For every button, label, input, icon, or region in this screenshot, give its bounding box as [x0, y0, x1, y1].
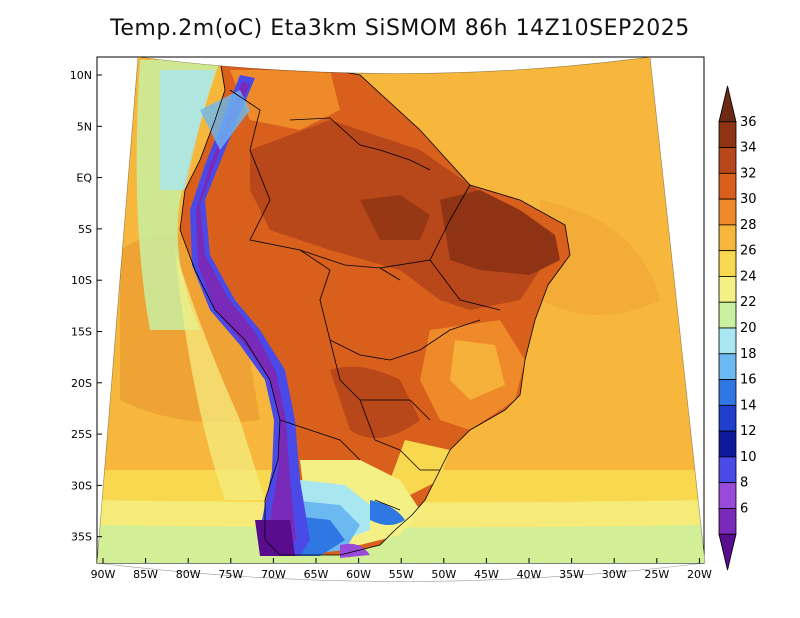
colorbar-swatch [718, 250, 737, 277]
lon-label: 35W [559, 568, 584, 581]
colorbar-label: 16 [740, 373, 757, 388]
lon-label: 80W [176, 568, 201, 581]
lat-label: 35S [71, 531, 92, 544]
colorbar-swatch [718, 430, 737, 458]
colorbar-swatch [718, 353, 737, 380]
colorbar-label: 32 [740, 166, 757, 181]
lat-label: 25S [71, 428, 92, 441]
colorbar-swatch [718, 327, 737, 355]
lon-label: 45W [474, 568, 499, 581]
colorbar-label: 12 [740, 424, 757, 439]
lat-label: 20S [71, 377, 92, 390]
lon-label: 20W [687, 568, 712, 581]
colorbar-label: 26 [740, 244, 757, 259]
lon-label: 50W [431, 568, 456, 581]
lon-label: 30W [602, 568, 627, 581]
map-title: Temp.2m(oC) Eta3km SiSMOM 86h 14Z10SEP20… [110, 16, 690, 41]
colorbar-label: 6 [740, 501, 748, 516]
colorbar-swatch [718, 276, 737, 303]
colorbar-swatch [718, 198, 737, 226]
longitude-axis: 90W 85W 80W 75W 70W 65W 60W 55W 50W 45W 40W 35W 30W 2… [91, 558, 712, 581]
colorbar-swatch [718, 85, 737, 123]
colorbar-label: 36 [740, 115, 757, 130]
latitude-axis: 10N 5N EQ 5S 10S 15S 20S 25S 30S 35S [70, 69, 102, 544]
colorbar-label: 28 [740, 218, 757, 233]
lon-label: 85W [133, 568, 158, 581]
colorbar-swatch [718, 508, 737, 535]
lon-label: 75W [218, 568, 243, 581]
lat-label: 10S [71, 274, 92, 287]
lat-label: EQ [76, 172, 92, 185]
lat-label: 5N [77, 120, 92, 133]
colorbar: 36 34 32 30 28 26 24 22 20 18 16 14 12 10 8 6 [718, 85, 757, 571]
colorbar-swatch [718, 147, 737, 174]
lon-label: 90W [91, 568, 116, 581]
colorbar-swatch [718, 533, 737, 571]
lat-label: 15S [71, 326, 92, 339]
colorbar-label: 22 [740, 295, 757, 310]
colorbar-swatch [718, 379, 737, 406]
colorbar-label: 14 [740, 398, 757, 413]
lon-label: 40W [517, 568, 542, 581]
colorbar-label: 34 [740, 141, 757, 156]
lon-label: 70W [261, 568, 286, 581]
colorbar-swatch [718, 121, 737, 148]
colorbar-label: 10 [740, 450, 757, 465]
colorbar-label: 20 [740, 321, 757, 336]
colorbar-swatch [718, 404, 737, 432]
colorbar-label: 30 [740, 192, 757, 207]
colorbar-swatch [718, 301, 737, 329]
lon-label: 55W [389, 568, 414, 581]
lat-label: 5S [78, 223, 92, 236]
colorbar-label: 18 [740, 347, 757, 362]
lon-label: 65W [304, 568, 329, 581]
lat-label: 30S [71, 479, 92, 492]
colorbar-label: 8 [740, 476, 748, 491]
lon-label: 25W [644, 568, 669, 581]
colorbar-swatch [718, 172, 737, 200]
colorbar-swatch [718, 482, 737, 509]
lat-label: 10N [70, 69, 92, 82]
country-borders [179, 59, 571, 556]
colorbar-swatch [718, 456, 737, 484]
temperature-field [97, 57, 705, 563]
lon-label: 60W [346, 568, 371, 581]
colorbar-swatch [718, 224, 737, 252]
colorbar-label: 24 [740, 269, 757, 284]
